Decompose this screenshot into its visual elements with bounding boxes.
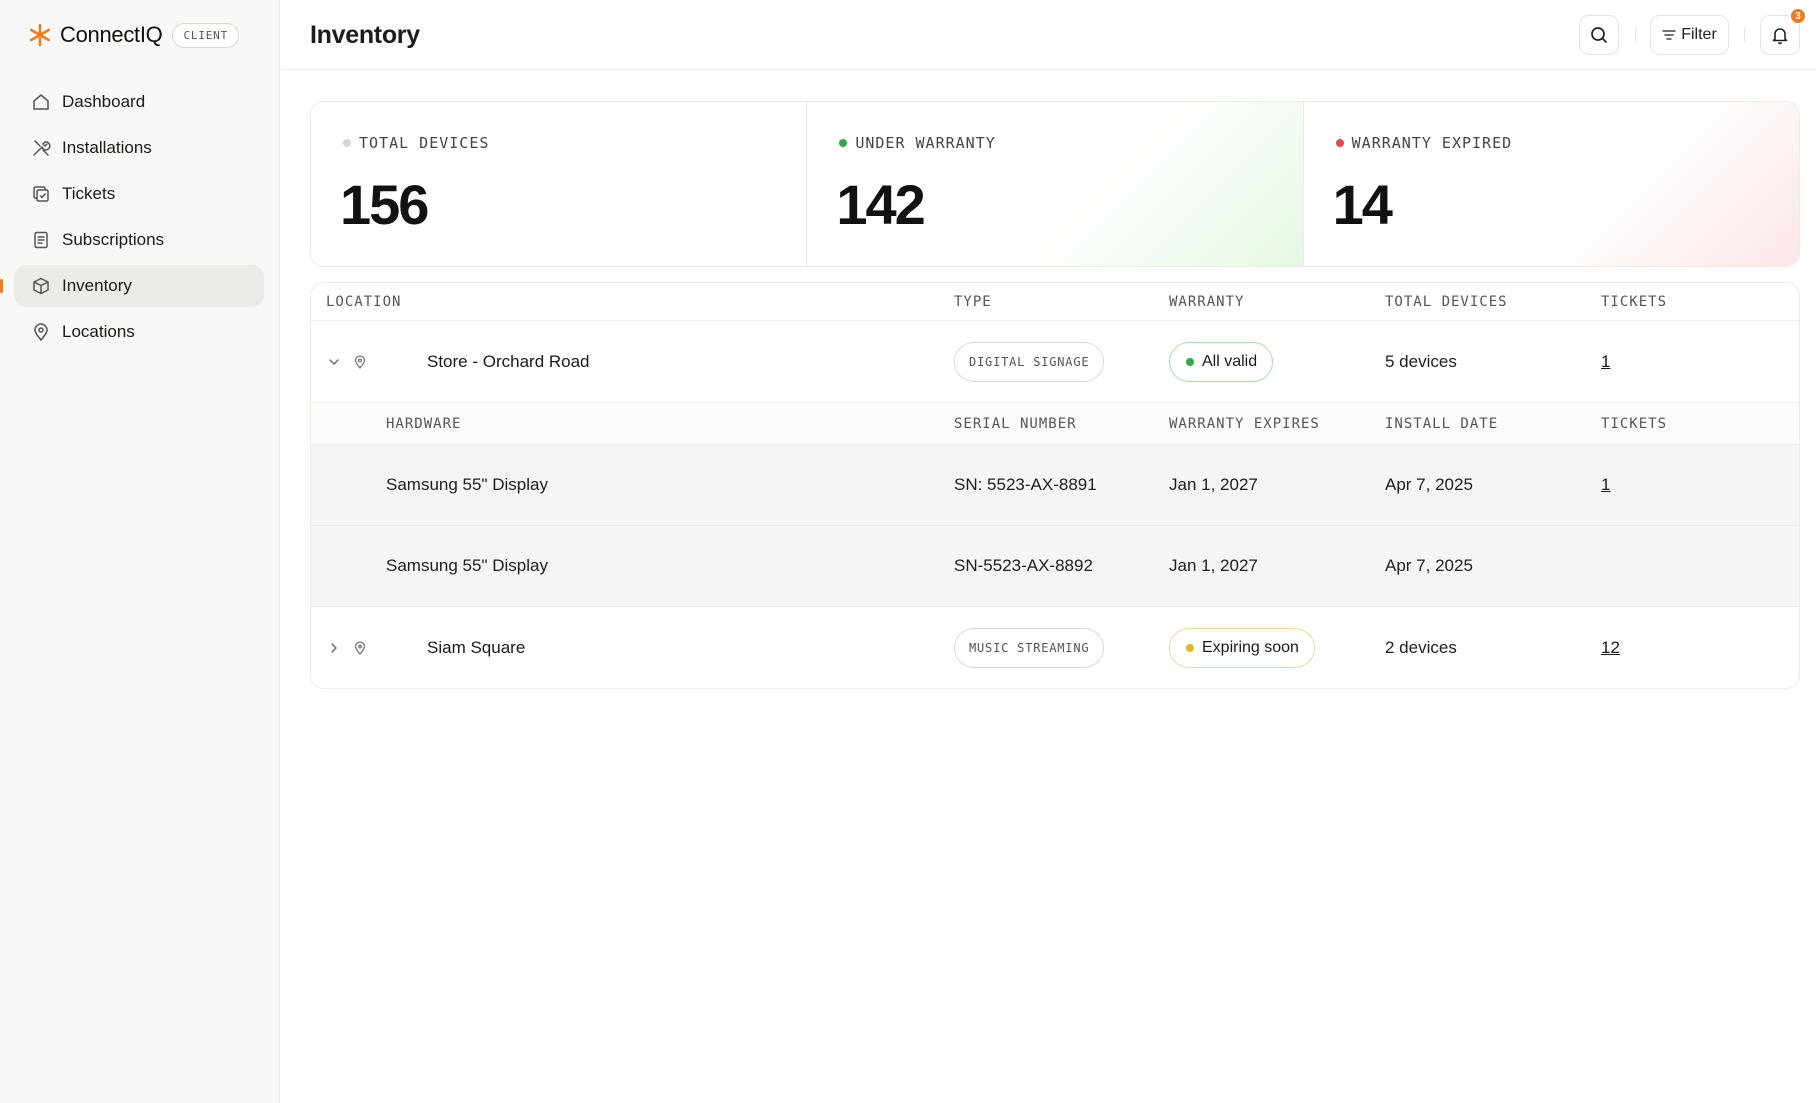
- tickets-link[interactable]: 1: [1601, 352, 1611, 371]
- column-header: WARRANTY EXPIRES: [1169, 416, 1320, 432]
- stat-value: 14: [1332, 173, 1393, 236]
- client-badge: CLIENT: [172, 22, 240, 48]
- header-divider: [1635, 28, 1636, 42]
- asterisk-logo-icon: [29, 23, 51, 47]
- stat-total-devices: TOTAL DEVICES 156: [311, 102, 808, 266]
- notifications-button[interactable]: [1760, 15, 1800, 55]
- stat-label: WARRANTY EXPIRED: [1351, 134, 1513, 152]
- hardware-row[interactable]: Samsung 55" Display SN: 5523-AX-8891 Jan…: [311, 445, 1799, 526]
- column-header[interactable]: LOCATION: [326, 293, 402, 310]
- stat-under-warranty: UNDER WARRANTY 142: [807, 102, 1304, 266]
- filter-button[interactable]: Filter: [1650, 15, 1729, 55]
- location-row[interactable]: Store - Orchard Road DIGITAL SIGNAGE All…: [311, 322, 1799, 403]
- serial-number: SN: 5523-AX-8891: [954, 475, 1097, 494]
- brand[interactable]: ConnectIQ CLIENT: [28, 20, 240, 50]
- tickets-link[interactable]: 1: [1601, 475, 1611, 494]
- hardware-row[interactable]: Samsung 55" Display SN-5523-AX-8892 Jan …: [311, 526, 1799, 607]
- box-icon: [30, 275, 52, 297]
- install-date: Apr 7, 2025: [1385, 556, 1473, 575]
- install-date: Apr 7, 2025: [1385, 475, 1473, 494]
- tools-icon: [30, 137, 52, 159]
- type-badge: MUSIC STREAMING: [954, 627, 1105, 668]
- ticket-icon: [30, 183, 52, 205]
- status-dot: [1186, 358, 1194, 366]
- warranty-expires: Jan 1, 2027: [1169, 556, 1258, 575]
- sidebar-item-tickets[interactable]: Tickets: [14, 173, 264, 215]
- brand-name: ConnectIQ: [60, 22, 163, 47]
- header-divider: [1744, 28, 1745, 42]
- column-header[interactable]: TICKETS: [1601, 293, 1668, 310]
- document-icon: [30, 229, 52, 251]
- sidebar-item-label: Locations: [62, 322, 135, 341]
- column-header[interactable]: WARRANTY: [1169, 293, 1245, 310]
- location-name: Siam Square: [427, 637, 526, 657]
- hardware-header-row: HARDWARE SERIAL NUMBER WARRANTY EXPIRES …: [311, 404, 1799, 445]
- hardware-name: Samsung 55" Display: [386, 475, 548, 494]
- filter-label: Filter: [1681, 26, 1717, 43]
- sidebar-item-installations[interactable]: Installations: [14, 127, 264, 169]
- device-count: 5 devices: [1385, 352, 1457, 371]
- search-button[interactable]: [1579, 15, 1619, 55]
- location-name: Store - Orchard Road: [427, 352, 590, 371]
- sidebar-nav: Dashboard Installations Tickets: [0, 81, 264, 357]
- chevron-down-icon[interactable]: [327, 355, 341, 369]
- warranty-status-badge: Expiring soon: [1169, 627, 1315, 668]
- sidebar-item-label: Installations: [62, 138, 152, 157]
- inventory-table: LOCATION TYPE WARRANTY TOTAL DEVICES TIC…: [310, 282, 1800, 689]
- notification-count-badge: 3: [1789, 7, 1807, 25]
- map-pin-icon: [30, 321, 52, 343]
- column-header[interactable]: TYPE: [954, 293, 992, 310]
- hardware-name: Samsung 55" Display: [386, 556, 548, 575]
- warranty-status-label: All valid: [1202, 353, 1258, 370]
- map-pin-icon: [354, 355, 366, 369]
- column-header[interactable]: TOTAL DEVICES: [1385, 293, 1508, 310]
- column-header: HARDWARE: [386, 416, 462, 432]
- location-row[interactable]: Siam Square MUSIC STREAMING Expiring soo…: [311, 607, 1799, 688]
- serial-number: SN-5523-AX-8892: [954, 556, 1093, 575]
- chevron-right-icon[interactable]: [327, 641, 341, 655]
- stat-label: UNDER WARRANTY: [855, 134, 996, 152]
- filter-icon: [1662, 30, 1676, 40]
- tickets-link[interactable]: 12: [1601, 637, 1620, 657]
- sidebar-item-subscriptions[interactable]: Subscriptions: [14, 219, 264, 261]
- sidebar-item-label: Subscriptions: [62, 230, 165, 249]
- warranty-status-badge: All valid: [1169, 342, 1274, 382]
- sidebar-item-locations[interactable]: Locations: [14, 311, 264, 353]
- column-header: SERIAL NUMBER: [954, 416, 1077, 432]
- home-icon: [30, 91, 52, 113]
- table-header-row: LOCATION TYPE WARRANTY TOTAL DEVICES TIC…: [311, 283, 1799, 321]
- sidebar-item-dashboard[interactable]: Dashboard: [14, 81, 264, 123]
- search-icon: [1591, 27, 1607, 43]
- stats-panel: TOTAL DEVICES 156 UNDER WARRANTY 142 WAR…: [310, 101, 1800, 267]
- device-count: 2 devices: [1385, 637, 1457, 657]
- top-header: Inventory Filter 3: [281, 0, 1816, 70]
- sidebar-item-inventory[interactable]: Inventory: [0, 265, 264, 307]
- warranty-status-label: Expiring soon: [1202, 638, 1299, 656]
- warranty-expires: Jan 1, 2027: [1169, 475, 1258, 494]
- stat-value: 156: [340, 173, 429, 236]
- type-badge: DIGITAL SIGNAGE: [954, 342, 1105, 382]
- stat-value: 142: [836, 173, 925, 236]
- status-dot: [1186, 643, 1194, 652]
- stat-warranty-expired: WARRANTY EXPIRED 14: [1303, 102, 1799, 266]
- page-title: Inventory: [310, 21, 420, 49]
- bell-icon: [1772, 28, 1788, 45]
- status-dot: [839, 139, 848, 147]
- map-pin-icon: [354, 640, 366, 655]
- sidebar-item-label: Inventory: [62, 276, 132, 295]
- column-header: INSTALL DATE: [1385, 416, 1499, 432]
- stat-label: TOTAL DEVICES: [359, 134, 490, 152]
- sidebar-item-label: Tickets: [62, 184, 116, 203]
- sidebar-item-label: Dashboard: [62, 92, 146, 111]
- status-dot: [1335, 139, 1344, 147]
- column-header: TICKETS: [1601, 416, 1668, 432]
- sidebar: ConnectIQ CLIENT Dashboard Installations: [0, 0, 280, 1103]
- status-dot: [343, 139, 351, 147]
